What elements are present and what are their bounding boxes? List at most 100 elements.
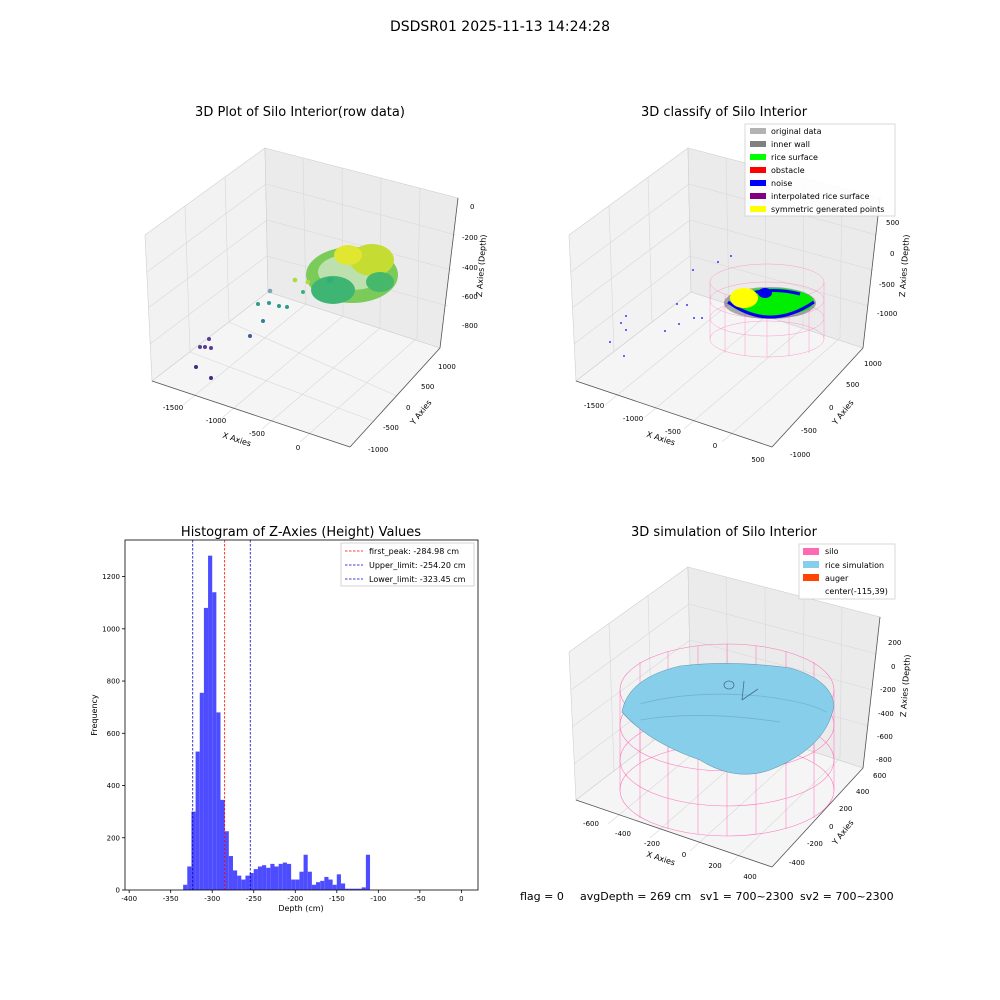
- histogram-bar: [282, 862, 287, 890]
- histogram-legend: first_peak: -284.98 cm Upper_limit: -254…: [340, 542, 475, 587]
- panel-classify-title: 3D classify of Silo Interior: [641, 105, 808, 120]
- legend-swatch-original: [750, 128, 766, 134]
- footer-flag: flag = 0: [520, 890, 564, 903]
- histogram-bar: [262, 865, 267, 890]
- classify-y-label: Y Axies: [830, 398, 856, 427]
- legend-label-upper-limit: Upper_limit: -254.20 cm: [369, 561, 466, 570]
- histogram-bar: [191, 811, 196, 890]
- histogram-bar: [291, 879, 296, 890]
- classify-y-tick: 1000: [864, 360, 882, 368]
- y-tick-label: 200: [107, 834, 120, 842]
- simulation-y-tick: 600: [873, 772, 886, 780]
- simulation-x-tick: 0: [682, 851, 686, 859]
- simulation-y-tick: 0: [829, 823, 833, 831]
- simulation-z-tick: -800: [876, 756, 892, 764]
- classify-legend: original data inner wall rice surface ob…: [744, 123, 896, 217]
- histogram-bar: [328, 879, 333, 890]
- raw-y-tick: 0: [406, 404, 410, 412]
- histogram-x-ticks: -400 -350 -300 -250 -200 -150 -100 -50 0: [121, 890, 464, 903]
- classify-x-tick: 500: [751, 456, 764, 464]
- histogram-bar: [332, 884, 337, 890]
- classify-x-tick: -1500: [584, 402, 604, 410]
- classify-z-tick: 500: [886, 219, 899, 227]
- simulation-3d-ticks: -600 -400 -200 0 200 400 -400 -200 0 200…: [583, 639, 901, 881]
- y-tick-label: 1000: [102, 625, 120, 633]
- raw-x-tick: -1500: [163, 404, 183, 412]
- simulation-z-tick: 0: [891, 663, 895, 671]
- y-tick-label: 0: [116, 887, 120, 895]
- raw-3d-points: [194, 244, 398, 380]
- histogram-bar: [270, 863, 275, 890]
- histogram-bar: [316, 882, 321, 890]
- histogram-bar: [245, 875, 250, 890]
- histogram-bar: [365, 854, 371, 890]
- histogram-bar: [187, 866, 192, 890]
- histogram-bar: [183, 884, 188, 890]
- histogram-plot-frame: [124, 539, 479, 891]
- simulation-x-tick: 200: [708, 862, 721, 870]
- simulation-z-tick: -600: [877, 733, 893, 741]
- classify-x-tick: -1000: [623, 415, 643, 423]
- histogram-bar: [274, 866, 279, 890]
- x-tick-label: -150: [329, 895, 345, 903]
- histogram-x-label: Depth (cm): [278, 904, 323, 913]
- histogram-y-ticks: 0 200 400 600 800 1000 1200: [102, 573, 125, 895]
- x-tick-label: -50: [414, 895, 425, 903]
- raw-y-tick: -1000: [368, 446, 388, 454]
- panel-histogram: Histogram of Z-Axies (Height) Values -40…: [90, 525, 479, 913]
- x-tick-label: -200: [287, 895, 303, 903]
- histogram-bar: [286, 863, 292, 890]
- raw-3d-axes-box: [144, 147, 459, 448]
- histogram-bar: [203, 607, 209, 890]
- simulation-z-label: Z Axies (Depth): [899, 654, 912, 717]
- legend-swatch-symmetric: [750, 206, 766, 212]
- histogram-bar: [295, 879, 300, 890]
- panel-raw-title: 3D Plot of Silo Interior(row data): [195, 105, 405, 120]
- legend-swatch-obstacle: [750, 167, 766, 173]
- simulation-z-tick: -200: [880, 686, 896, 694]
- status-footer: flag = 0 avgDepth = 269 cm sv1 = 700~230…: [520, 890, 894, 903]
- raw-z-label: Z Axies (Depth): [475, 234, 488, 297]
- panel-simulation-title: 3D simulation of Silo Interior: [631, 525, 818, 540]
- legend-label-center: center(-115,39): [825, 587, 888, 596]
- legend-label-silo: silo: [825, 547, 839, 556]
- classify-y-tick: -500: [801, 427, 817, 435]
- raw-y-tick: 1000: [438, 363, 456, 371]
- raw-x-label: X Axies: [221, 431, 252, 449]
- classify-x-tick: -500: [665, 428, 681, 436]
- simulation-y-tick: -200: [807, 840, 823, 848]
- raw-z-tick: -600: [462, 293, 478, 301]
- y-tick-label: 600: [107, 730, 120, 738]
- histogram-reference-lines: [192, 540, 251, 890]
- histogram-bar: [311, 884, 317, 890]
- histogram-bar: [216, 712, 221, 890]
- x-tick-label: 0: [459, 895, 463, 903]
- classify-x-tick: 0: [713, 442, 717, 450]
- legend-label-symmetric: symmetric generated points: [771, 205, 884, 214]
- legend-label-first-peak: first_peak: -284.98 cm: [369, 547, 459, 556]
- legend-swatch-interpolated: [750, 193, 766, 199]
- histogram-bar: [237, 875, 242, 890]
- histogram-bar: [266, 867, 271, 890]
- classify-3d-points: [609, 255, 825, 358]
- simulation-z-tick: -400: [878, 710, 894, 718]
- classify-y-tick: 0: [829, 404, 833, 412]
- legend-swatch-auger: [803, 574, 819, 581]
- histogram-bar: [199, 692, 204, 890]
- legend-label-inner-wall: inner wall: [771, 140, 810, 149]
- raw-z-tick: -200: [462, 234, 478, 242]
- figure-suptitle: DSDSR01 2025-11-13 14:24:28: [390, 19, 610, 35]
- histogram-bar: [303, 854, 308, 890]
- classify-y-tick: 500: [846, 381, 859, 389]
- histogram-bar: [195, 751, 200, 890]
- histogram-bar: [212, 592, 217, 890]
- legend-label-rice-surface: rice surface: [771, 153, 818, 162]
- simulation-x-tick: -600: [583, 820, 599, 828]
- histogram-bar: [278, 863, 283, 890]
- panel-raw-3d: 3D Plot of Silo Interior(row data): [144, 105, 488, 454]
- histogram-bar: [228, 856, 233, 890]
- legend-swatch-rice-surface: [750, 154, 766, 160]
- simulation-x-label: X Axies: [645, 850, 676, 868]
- legend-label-lower-limit: Lower_limit: -323.45 cm: [369, 575, 466, 584]
- histogram-y-label: Frequency: [90, 694, 99, 736]
